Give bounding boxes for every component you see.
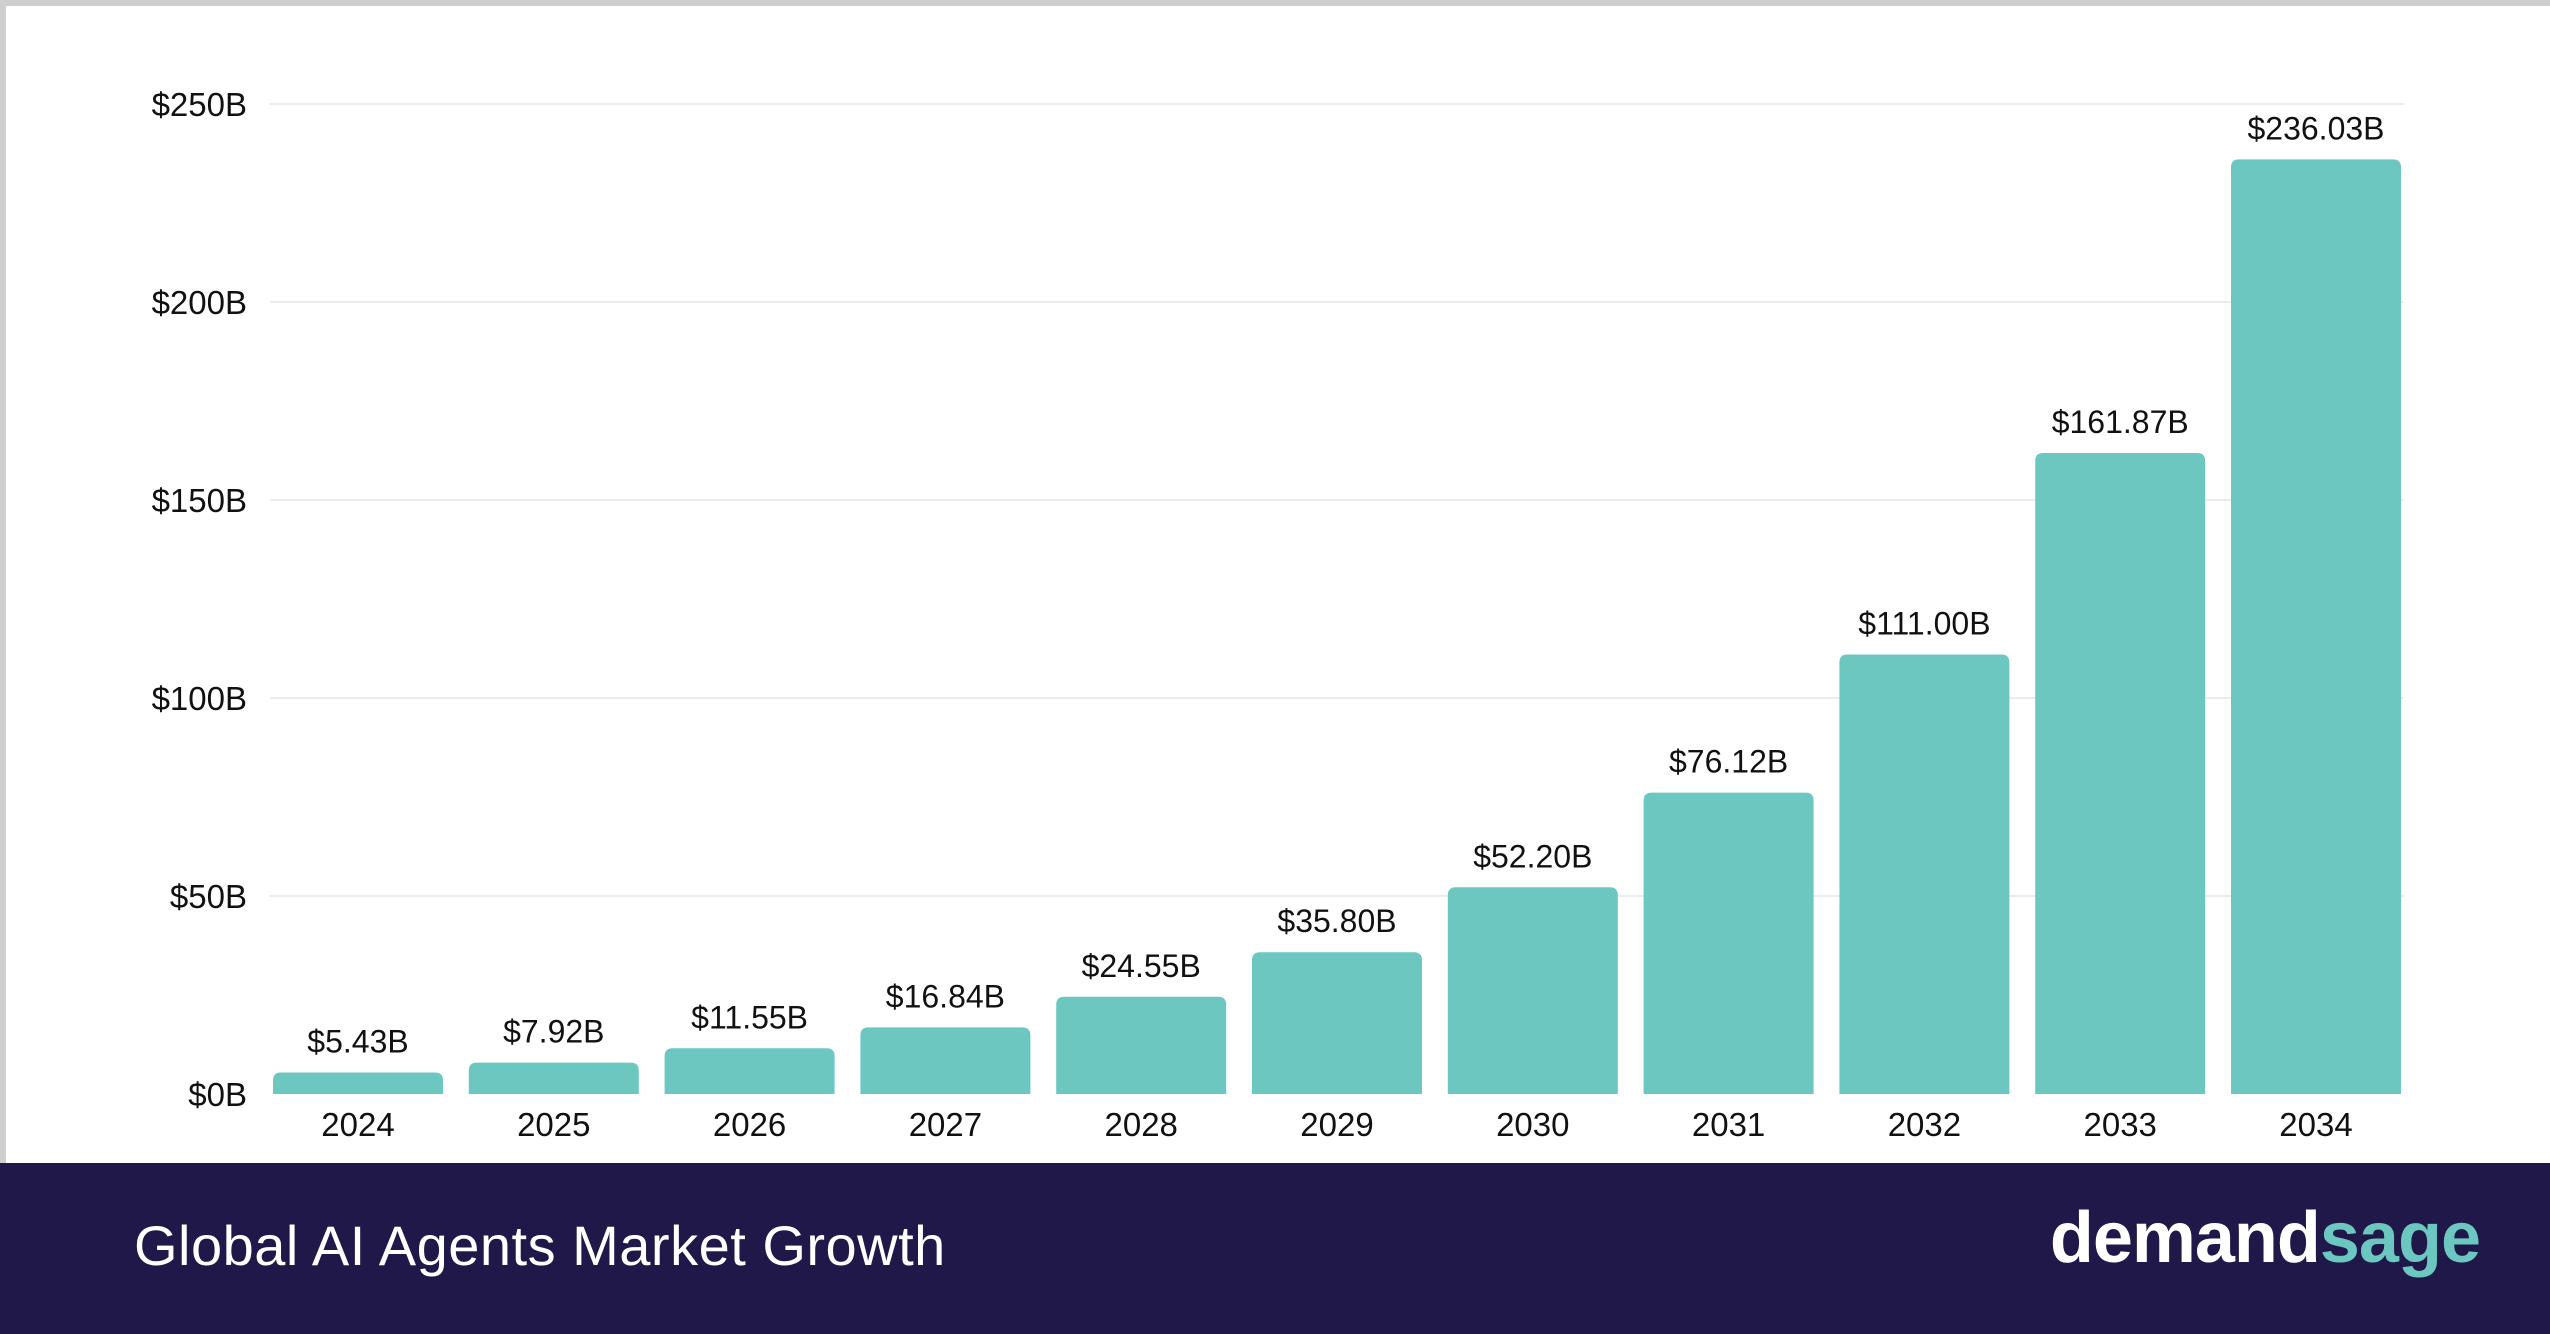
footer-banner: Global AI Agents Market Growth demandsag… xyxy=(0,1163,2550,1334)
bar-chart: $0B $50B $100B $150B $200B $250B $5.43B 2024 $7.… xyxy=(152,86,2404,1143)
x-tick-label: 2034 xyxy=(2279,1106,2352,1143)
x-tick-label: 2028 xyxy=(1104,1106,1177,1143)
data-label: $111.00B xyxy=(1858,605,1990,641)
demandsage-logo: demandsage xyxy=(2049,1197,2481,1279)
bar-2026 xyxy=(664,1048,835,1094)
data-label: $161.87B xyxy=(2052,404,2189,440)
bar-2029 xyxy=(1252,952,1422,1094)
data-label: $11.55B xyxy=(691,999,808,1035)
x-tick-label: 2027 xyxy=(909,1106,982,1143)
data-label: $76.12B xyxy=(1669,744,1788,780)
bar-2033 xyxy=(2035,452,2206,1094)
x-tick-label: 2030 xyxy=(1496,1106,1569,1143)
data-label: $5.43B xyxy=(307,1023,408,1059)
bar-2031 xyxy=(1643,792,1814,1094)
bar-2027 xyxy=(860,1027,1031,1094)
chart-title: Global AI Agents Market Growth xyxy=(134,1214,946,1277)
data-label: $24.55B xyxy=(1082,948,1201,984)
bar-2024 xyxy=(273,1072,443,1094)
bar-2028 xyxy=(1056,996,1227,1094)
data-label: $236.03B xyxy=(2247,110,2384,146)
bar-2030 xyxy=(1447,887,1618,1094)
x-tick-label: 2026 xyxy=(713,1106,786,1143)
bar-2032 xyxy=(1839,654,2010,1094)
x-tick-label: 2031 xyxy=(1692,1106,1765,1143)
data-label: $7.92B xyxy=(503,1014,604,1050)
y-tick-label: $50B xyxy=(170,878,247,915)
data-label: $16.84B xyxy=(886,978,1005,1014)
x-tick-label: 2033 xyxy=(2083,1106,2156,1143)
y-tick-label: $0B xyxy=(188,1076,247,1113)
x-tick-label: 2029 xyxy=(1300,1106,1373,1143)
bar-2025 xyxy=(468,1062,639,1094)
y-tick-label: $150B xyxy=(152,482,247,519)
x-tick-label: 2032 xyxy=(1888,1106,1961,1143)
chart-card: $0B $50B $100B $150B $200B $250B $5.43B 2024 $7.… xyxy=(6,6,2550,1163)
x-tick-label: 2024 xyxy=(321,1106,394,1143)
y-tick-label: $250B xyxy=(152,86,247,123)
bar-2034 xyxy=(2231,159,2401,1095)
y-tick-label: $100B xyxy=(152,680,247,717)
logo-part-sage: sage xyxy=(2319,1198,2481,1278)
y-tick-label: $200B xyxy=(152,284,247,321)
x-tick-label: 2025 xyxy=(517,1106,590,1143)
data-label: $35.80B xyxy=(1277,903,1396,939)
data-label: $52.20B xyxy=(1473,838,1592,874)
logo-part-demand: demand xyxy=(2049,1198,2321,1278)
